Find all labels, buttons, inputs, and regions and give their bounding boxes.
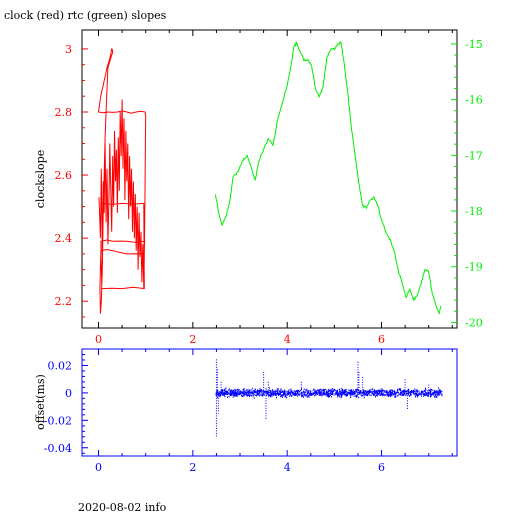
left-y-tick-label: 2.4 xyxy=(55,232,73,245)
bottom-x-tick-label: 2 xyxy=(189,461,196,474)
right-y-tick-label: -18 xyxy=(465,205,483,218)
bottom-axes: 0 2 4 6 0.02 0 -0.02 -0.04 xyxy=(44,349,453,474)
bottom-x-tick-label: 4 xyxy=(284,461,291,474)
bottom-x-tick-label: 0 xyxy=(95,461,102,474)
bottom-panel: 0 2 4 6 0.02 0 -0.02 -0.04 offset(ms) xyxy=(34,348,458,474)
bottom-series xyxy=(215,358,443,437)
clock-series-line xyxy=(97,48,147,314)
top-x-tick-label: 0 xyxy=(95,333,102,346)
right-y-tick-label: -15 xyxy=(465,38,483,51)
bottom-y-tick-label: -0.04 xyxy=(44,442,72,455)
left-y-tick-label: 3 xyxy=(65,43,72,56)
left-y-tick-label: 2.6 xyxy=(55,169,73,182)
top-series xyxy=(97,40,442,315)
left-y-tick-label: 2.2 xyxy=(55,295,73,308)
right-y-tick-label: -16 xyxy=(465,94,483,107)
bottom-y-axis-label: offset(ms) xyxy=(34,374,47,430)
top-x-tick-label: 4 xyxy=(284,333,291,346)
left-y-tick-label: 2.8 xyxy=(55,106,73,119)
top-plot-frame xyxy=(81,29,458,329)
right-y-tick-label: -19 xyxy=(465,261,483,274)
top-x-tick-label: 6 xyxy=(378,333,385,346)
top-y-axis-label: clockslope xyxy=(34,150,47,208)
offset-points xyxy=(215,387,443,399)
rtc-series-line xyxy=(215,40,442,315)
bottom-plot-frame xyxy=(81,348,458,457)
bottom-y-tick-label: -0.02 xyxy=(44,414,72,427)
footer-label: 2020-08-02 info xyxy=(78,501,167,512)
top-x-tick-label: 2 xyxy=(189,333,196,346)
chart-title: clock (red) rtc (green) slopes xyxy=(4,9,167,22)
top-panel: 0 2 4 6 2.2 2.4 2.6 2.8 3 -15 -16 -17 -18 -19 -20 cloc… xyxy=(34,29,483,346)
bottom-y-tick-label: 0.02 xyxy=(48,359,73,372)
top-axes: 0 2 4 6 2.2 2.4 2.6 2.8 3 -15 -16 -17 -18 -19 -20 xyxy=(55,30,483,346)
bottom-x-tick-label: 6 xyxy=(378,461,385,474)
right-y-tick-label: -17 xyxy=(465,149,483,162)
right-y-tick-label: -20 xyxy=(465,316,483,329)
bottom-y-tick-label: 0 xyxy=(65,387,72,400)
